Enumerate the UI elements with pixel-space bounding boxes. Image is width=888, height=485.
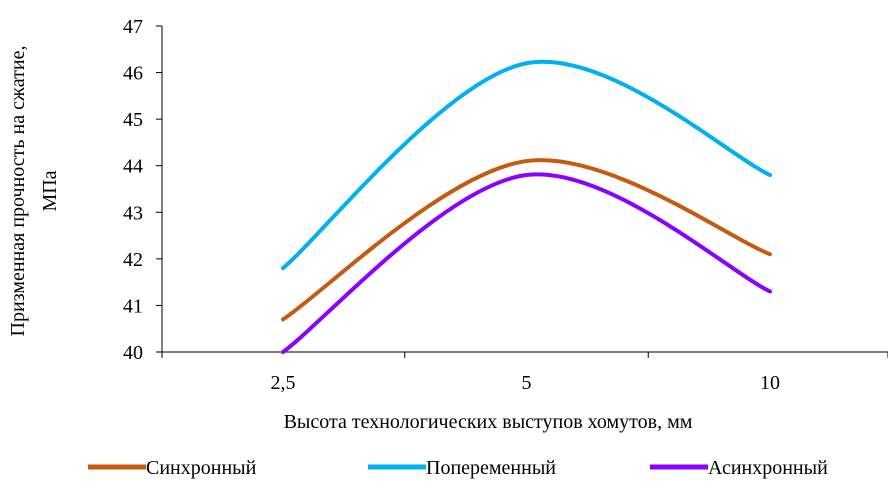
series-line-2 [281,59,772,271]
y-tick-label: 46 [123,63,143,85]
legend-label-2: Попеременный [426,457,556,479]
legend: Синхронный Попеременный Асинхронный [88,457,828,479]
x-tick-label: 2,5 [271,372,296,394]
x-tick-label: 5 [522,372,532,394]
x-tick-labels: 2,5 5 10 [271,372,781,394]
legend-label-3: Асинхронный [708,457,828,479]
y-tick-label: 44 [123,156,143,178]
y-tick-label: 47 [123,16,143,38]
series-line-1 [281,158,772,322]
y-tick-label: 40 [123,342,143,364]
y-axis-label-line-1: Призменная прочность на сжатие, [7,46,29,337]
y-tick-labels: 40 41 42 43 44 45 46 47 [123,16,143,364]
y-axis-label-line-2: МПа [39,170,61,211]
y-axis-label: Призменная прочность на сжатие, МПа [7,46,61,337]
axes [156,25,888,358]
y-tick-label: 45 [123,109,143,131]
series-line-3 [281,172,772,354]
y-tick-label: 42 [123,249,143,271]
series-lines [281,59,772,354]
x-tick-label: 10 [760,372,780,394]
legend-label-1: Синхронный [146,457,257,479]
y-tick-label: 41 [123,295,143,317]
y-tick-label: 43 [123,202,143,224]
x-axis-label: Высота технологических выступов хомутов,… [284,411,693,433]
